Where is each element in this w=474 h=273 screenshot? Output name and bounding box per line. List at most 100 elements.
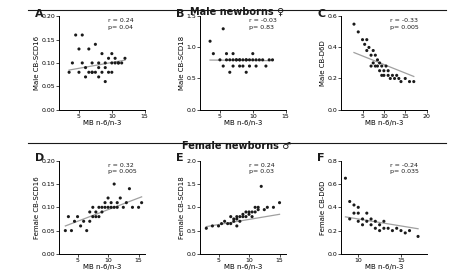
Point <box>236 64 244 68</box>
Point <box>249 51 256 56</box>
X-axis label: MB n-6/n-3: MB n-6/n-3 <box>365 265 403 271</box>
Point <box>85 47 92 51</box>
Point <box>363 48 371 53</box>
Point <box>233 58 240 62</box>
Point <box>372 226 379 230</box>
Point <box>98 210 106 214</box>
Point <box>126 186 133 191</box>
Point <box>88 61 96 65</box>
Point <box>248 215 256 219</box>
Point <box>269 58 276 62</box>
Point <box>229 51 237 56</box>
Point <box>89 205 97 209</box>
Point <box>92 210 100 214</box>
Point <box>369 61 377 65</box>
Point <box>242 215 250 219</box>
Point <box>75 47 83 51</box>
Point <box>350 22 358 26</box>
Point <box>107 205 115 209</box>
Point <box>92 215 100 219</box>
Point <box>242 70 250 75</box>
Point <box>104 205 112 209</box>
Text: E: E <box>176 153 184 163</box>
Point <box>98 51 106 56</box>
Point <box>239 215 246 219</box>
Point <box>380 226 388 230</box>
Point <box>372 64 379 68</box>
Point <box>85 70 92 75</box>
Point <box>384 69 392 73</box>
Point <box>98 205 106 209</box>
Point <box>79 61 86 65</box>
Point <box>393 73 401 78</box>
Point <box>242 58 250 62</box>
Point <box>376 229 383 233</box>
Point <box>391 76 398 81</box>
Point <box>350 211 358 215</box>
Point <box>236 215 244 219</box>
Point <box>71 219 78 224</box>
Point <box>246 64 253 68</box>
Y-axis label: Female CB-SCD16: Female CB-SCD16 <box>34 176 40 239</box>
Text: C: C <box>317 9 325 19</box>
Point <box>255 205 262 209</box>
Point <box>123 200 130 205</box>
Text: r = 0.24
p= 0.04: r = 0.24 p= 0.04 <box>108 18 134 30</box>
Point <box>401 231 409 235</box>
Point <box>251 210 259 214</box>
Point <box>397 229 405 233</box>
Point <box>376 222 383 227</box>
Point <box>252 58 260 62</box>
Point <box>376 61 383 65</box>
Point <box>64 215 72 219</box>
Point <box>227 215 235 219</box>
Point <box>270 205 277 209</box>
Point <box>369 48 377 53</box>
Point <box>68 229 75 233</box>
Point <box>230 217 237 221</box>
Point <box>62 229 69 233</box>
Point <box>389 73 396 78</box>
Point <box>380 73 388 78</box>
Point <box>108 70 116 75</box>
Point <box>105 56 112 61</box>
Point <box>359 217 366 221</box>
Point <box>69 61 76 65</box>
Point <box>406 229 413 233</box>
Point <box>86 219 93 224</box>
Point <box>410 79 418 84</box>
Point <box>89 215 97 219</box>
Point <box>265 58 273 62</box>
Point <box>376 69 383 73</box>
Point <box>233 215 241 219</box>
Point <box>75 70 83 75</box>
Point <box>363 37 371 42</box>
Point <box>374 58 381 62</box>
Point <box>242 210 250 214</box>
X-axis label: MB n-6/n-3: MB n-6/n-3 <box>224 265 262 271</box>
Point <box>104 196 112 200</box>
Point <box>236 219 244 224</box>
Point <box>367 64 375 68</box>
Point <box>257 184 265 189</box>
Point <box>101 79 109 84</box>
Point <box>77 224 84 228</box>
Point <box>233 224 241 228</box>
Point <box>80 219 87 224</box>
Point <box>107 200 115 205</box>
Point <box>110 205 118 209</box>
Point <box>223 58 230 62</box>
Point <box>108 61 116 65</box>
Point <box>355 211 362 215</box>
Point <box>359 37 366 42</box>
Point <box>115 61 122 65</box>
Point <box>245 210 253 214</box>
Point <box>95 215 103 219</box>
Point <box>242 58 250 62</box>
Point <box>72 33 80 37</box>
Point <box>233 217 241 221</box>
Point <box>261 207 268 212</box>
Point <box>365 45 373 50</box>
Y-axis label: Female CB-SCD18: Female CB-SCD18 <box>179 176 185 239</box>
Point <box>216 58 224 62</box>
